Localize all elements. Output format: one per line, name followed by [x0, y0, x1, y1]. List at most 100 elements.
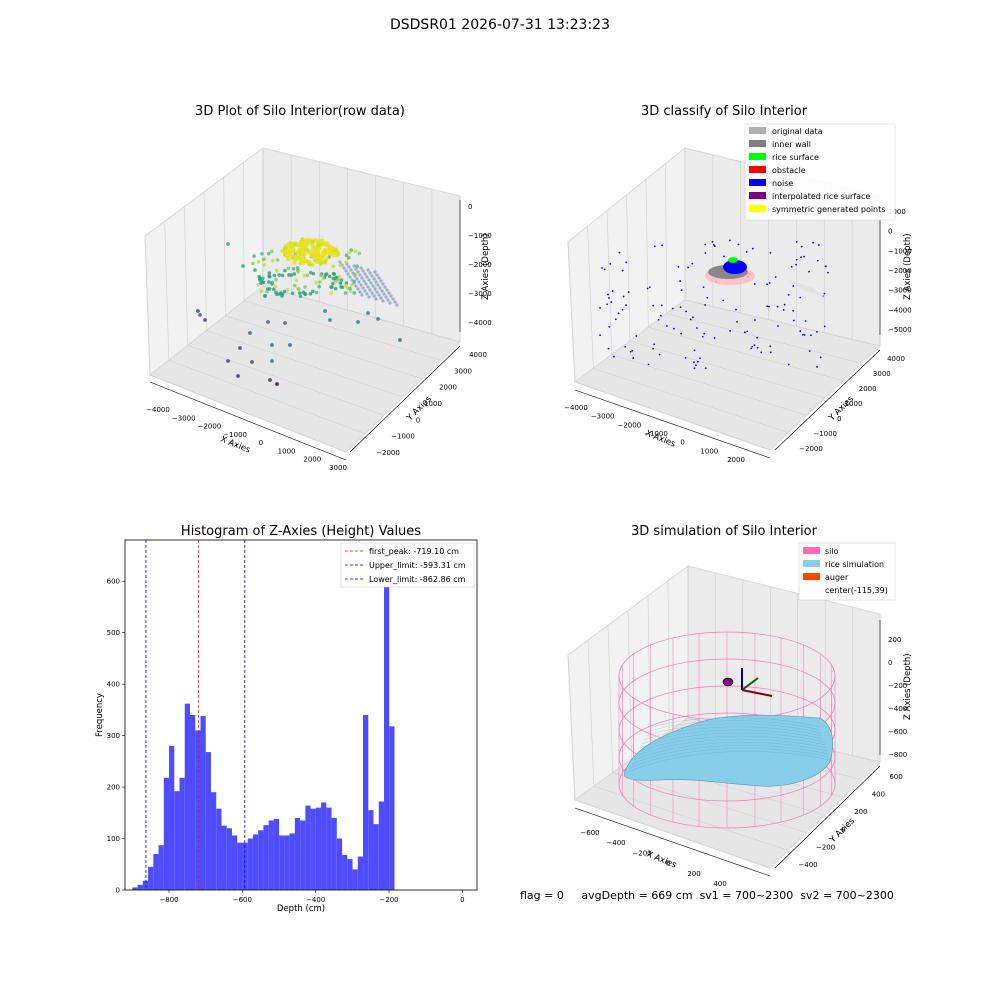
histogram-bar [321, 802, 327, 890]
noise-point [601, 267, 603, 269]
raw-point [288, 343, 292, 347]
rice-mesh-line [637, 735, 826, 753]
histogram-legend-label: first_peak: -719.10 cm [369, 547, 459, 556]
noise-point [816, 259, 819, 262]
raw-point [365, 275, 369, 279]
classify-3d-axes: −4000−3000−2000−1000010002000−2000−10000… [564, 123, 913, 464]
noise-point [703, 332, 706, 335]
noise-point [702, 286, 705, 289]
legend-label: noise [772, 179, 793, 188]
legend-swatch [749, 205, 766, 212]
raw-y-tick: 2000 [439, 384, 457, 392]
sim-z-tick: −800 [888, 751, 907, 759]
symmetric-line [801, 283, 816, 295]
raw-point [198, 313, 202, 317]
histogram-y-tick: 600 [107, 578, 120, 586]
histogram-bar [363, 715, 369, 890]
noise-point [745, 250, 748, 253]
raw-point [303, 243, 308, 248]
raw-point [261, 257, 266, 262]
raw-point [318, 261, 323, 266]
raw-point [302, 247, 307, 252]
noise-point [661, 244, 664, 247]
noise-point [625, 304, 627, 307]
raw-point [349, 268, 353, 272]
classify-y-tick: 3000 [873, 370, 891, 378]
noise-point [817, 244, 820, 246]
raw-point [388, 301, 392, 305]
noise-point [629, 350, 632, 353]
raw-point [283, 321, 287, 325]
noise-point [736, 320, 738, 323]
raw-point [298, 240, 303, 245]
raw-point [381, 299, 385, 303]
noise-point [706, 296, 709, 299]
noise-point [769, 251, 772, 254]
raw-point [310, 289, 315, 294]
histogram-bar [331, 817, 337, 890]
classify-legend: original data inner wall rice surface obsta… [744, 123, 896, 221]
raw-point [271, 287, 276, 292]
simulation-legend: silo rice simulation auger center(-115,39) [798, 542, 896, 601]
raw-3d-axes: −4000−3000−2000−10000100020003000−2000−1… [144, 147, 492, 472]
raw-point [275, 382, 279, 386]
raw-point [263, 294, 267, 298]
raw-point [348, 275, 352, 279]
raw-point [267, 280, 271, 284]
histogram-bar [284, 835, 290, 890]
histogram-bar [169, 745, 175, 890]
raw-point [203, 318, 207, 322]
raw-point [382, 292, 386, 296]
noise-point [671, 307, 674, 310]
noise-point [743, 331, 746, 334]
classify-y-tick: −2000 [799, 445, 823, 453]
raw-point [360, 276, 364, 280]
raw-point [256, 282, 261, 287]
raw-point [386, 298, 390, 302]
raw-point [270, 249, 274, 254]
histogram-bar [268, 820, 274, 890]
noise-point [679, 306, 682, 309]
noise-point [679, 280, 682, 282]
raw-y-tick: 3000 [454, 367, 472, 375]
histogram-bar [221, 825, 227, 890]
sim-y-tick: 0 [841, 826, 845, 834]
raw-point [292, 283, 297, 288]
raw-point [309, 252, 314, 257]
raw-point [273, 284, 278, 289]
noise-point [711, 240, 714, 243]
classify-x-tick: −3000 [591, 413, 615, 421]
raw-point [286, 266, 291, 271]
histogram-bar [205, 752, 211, 890]
noise-point [689, 318, 692, 321]
raw-point [369, 281, 373, 285]
histogram-bar [342, 855, 348, 890]
center-marker [722, 677, 734, 687]
raw-x-tick: 2000 [303, 456, 321, 464]
raw-point [270, 280, 275, 285]
raw-point [226, 242, 230, 246]
panel-title-classify: 3D classify of Silo Interior [640, 104, 808, 119]
legend-label: symmetric generated points [772, 205, 885, 214]
sim-z-tick: 200 [888, 636, 901, 644]
raw-point [374, 280, 378, 284]
histogram-legend-label: Upper_limit: -593.31 cm [369, 561, 466, 570]
raw-point [317, 284, 322, 289]
noise-point [825, 265, 827, 268]
noise-point [768, 282, 771, 284]
raw-point [336, 277, 340, 282]
raw-point [370, 274, 374, 278]
noise-point [800, 245, 803, 248]
noise-point [777, 325, 779, 327]
raw-point [305, 237, 311, 243]
rice-mesh-line [633, 742, 828, 761]
noise-point [691, 262, 694, 265]
noise-point [618, 251, 621, 254]
noise-point [607, 347, 610, 350]
raw-point [376, 317, 380, 321]
noise-point [812, 241, 814, 244]
rice-mesh-line [649, 717, 820, 729]
raw-point [353, 272, 357, 277]
symmetric-line [795, 281, 810, 293]
histogram-legend-label: Lower_limit: -862.86 cm [369, 575, 466, 584]
